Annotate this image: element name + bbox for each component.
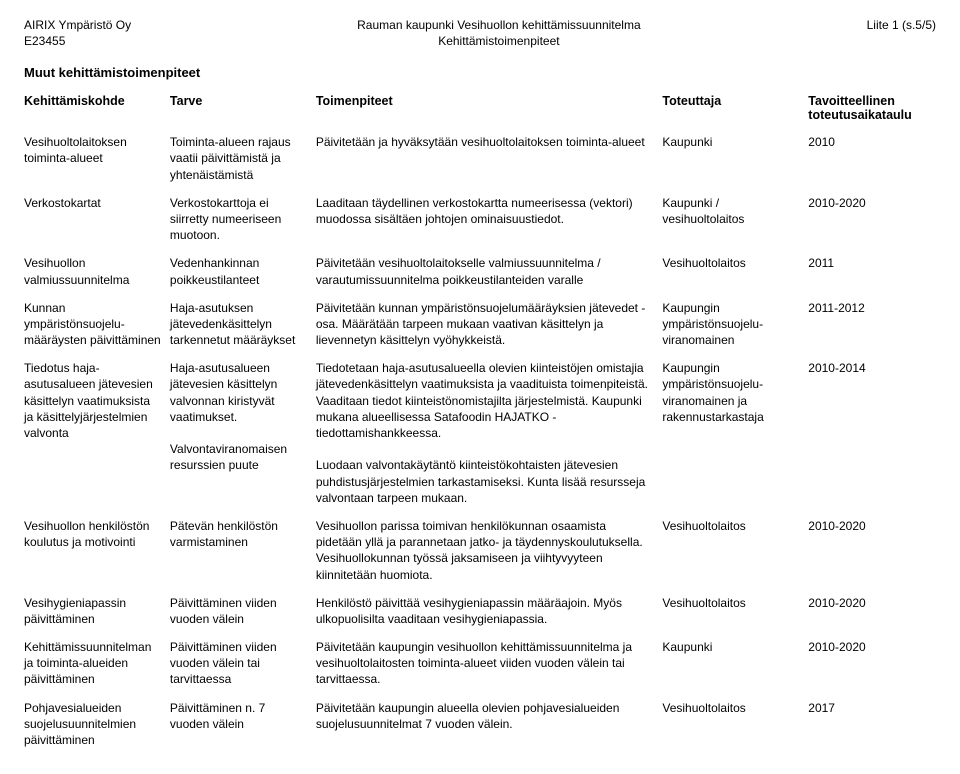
- section-title: Muut kehittämistoimenpiteet: [24, 65, 936, 80]
- org-name: AIRIX Ympäristö Oy: [24, 18, 131, 34]
- cell-kohde: Vesihuoltolaitoksen toiminta-alueet: [24, 130, 170, 191]
- table-row: Vesihygieniapassin päivittäminenPäivittä…: [24, 591, 936, 635]
- table-row: Kunnan ympäristönsuojelu­määräysten päiv…: [24, 296, 936, 357]
- header-left: AIRIX Ympäristö Oy E23455: [24, 18, 131, 49]
- table-body: Vesihuoltolaitoksen toiminta-alueetToimi…: [24, 130, 936, 756]
- cell-aikataulu: 2010-2014: [808, 356, 936, 514]
- col-toteuttaja: Toteuttaja: [662, 90, 808, 130]
- cell-toteuttaja: Kaupungin ympäristönsuojelu­viranomainen…: [662, 356, 808, 514]
- cell-aikataulu: 2017: [808, 696, 936, 757]
- cell-toteuttaja: Vesihuoltolaitos: [662, 514, 808, 591]
- cell-aikataulu: 2010-2020: [808, 635, 936, 696]
- page-header: AIRIX Ympäristö Oy E23455 Rauman kaupunk…: [24, 18, 936, 49]
- cell-tarve: Haja-asutuksen jätevedenkäsittelyn tarke…: [170, 296, 316, 357]
- cell-tarve: Päivittäminen n. 7 vuoden välein: [170, 696, 316, 757]
- cell-tarve: Päivittäminen viiden vuoden välein: [170, 591, 316, 635]
- header-center: Rauman kaupunki Vesihuollon kehittämissu…: [357, 18, 641, 49]
- cell-kohde: Vesihuollon henkilöstön koulutus ja moti…: [24, 514, 170, 591]
- cell-tarve: Verkostokarttoja ei siirretty numeerisee…: [170, 191, 316, 252]
- table-row: Tiedotus haja-asutusalueen jätevesien kä…: [24, 356, 936, 514]
- doc-ref: E23455: [24, 34, 131, 50]
- cell-toimenpiteet: Päivitetään kunnan ympäristönsuojelumäär…: [316, 296, 663, 357]
- cell-toteuttaja: Vesihuoltolaitos: [662, 591, 808, 635]
- col-aikataulu-l1: Tavoitteellinen: [808, 94, 928, 108]
- table-header-row: Kehittämiskohde Tarve Toimenpiteet Toteu…: [24, 90, 936, 130]
- table-row: Vesihuollon henkilöstön koulutus ja moti…: [24, 514, 936, 591]
- doc-subtitle: Kehittämistoimenpiteet: [357, 34, 641, 50]
- cell-tarve: Pätevän henkilöstön varmistaminen: [170, 514, 316, 591]
- cell-tarve: Haja-asutusalueen jätevesien käsittelyn …: [170, 356, 316, 514]
- cell-aikataulu: 2010-2020: [808, 591, 936, 635]
- cell-toimenpiteet: Päivitetään ja hyväksytään vesihuoltolai…: [316, 130, 663, 191]
- col-aikataulu: Tavoitteellinen toteutusaikataulu: [808, 90, 936, 130]
- cell-kohde: Kunnan ympäristönsuojelu­määräysten päiv…: [24, 296, 170, 357]
- cell-kohde: Kehittämis­suunnitelman ja toiminta-alue…: [24, 635, 170, 696]
- cell-toimenpiteet: Päivitetään kaupungin alueella olevien p…: [316, 696, 663, 757]
- cell-tarve: Päivittäminen viiden vuoden välein tai t…: [170, 635, 316, 696]
- cell-aikataulu: 2011-2012: [808, 296, 936, 357]
- cell-kohde: Vesihygieniapassin päivittäminen: [24, 591, 170, 635]
- col-toimenpiteet: Toimenpiteet: [316, 90, 663, 130]
- cell-toimenpiteet: Henkilöstö päivittää vesihygieniapassin …: [316, 591, 663, 635]
- cell-toteuttaja: Kaupunki: [662, 635, 808, 696]
- appendix-ref: Liite 1 (s.5/5): [867, 18, 936, 34]
- col-tarve: Tarve: [170, 90, 316, 130]
- cell-toteuttaja: Kaupunki / vesihuoltolaitos: [662, 191, 808, 252]
- cell-toteuttaja: Kaupunki: [662, 130, 808, 191]
- cell-toimenpiteet: Vesihuollon parissa toimivan henkilökunn…: [316, 514, 663, 591]
- doc-title: Rauman kaupunki Vesihuollon kehittämissu…: [357, 18, 641, 34]
- table-row: Kehittämis­suunnitelman ja toiminta-alue…: [24, 635, 936, 696]
- cell-kohde: Vesihuollon valmiussuunnitelma: [24, 251, 170, 295]
- cell-toimenpiteet: Laaditaan täydellinen verkostokartta num…: [316, 191, 663, 252]
- table-row: Vesihuoltolaitoksen toiminta-alueetToimi…: [24, 130, 936, 191]
- col-aikataulu-l2: toteutusaikataulu: [808, 108, 928, 122]
- cell-aikataulu: 2011: [808, 251, 936, 295]
- cell-aikataulu: 2010: [808, 130, 936, 191]
- header-right: Liite 1 (s.5/5): [867, 18, 936, 49]
- col-kohde: Kehittämiskohde: [24, 90, 170, 130]
- table-row: VerkostokartatVerkostokarttoja ei siirre…: [24, 191, 936, 252]
- cell-kohde: Verkostokartat: [24, 191, 170, 252]
- cell-aikataulu: 2010-2020: [808, 191, 936, 252]
- cell-toteuttaja: Kaupungin ympäristönsuojelu­viranomainen: [662, 296, 808, 357]
- cell-kohde: Pohjavesialueiden suojelusuunnitelmien p…: [24, 696, 170, 757]
- table-row: Pohjavesialueiden suojelusuunnitelmien p…: [24, 696, 936, 757]
- cell-toimenpiteet: Päivitetään vesihuoltolaitokselle valmiu…: [316, 251, 663, 295]
- cell-toimenpiteet: Päivitetään kaupungin vesihuollon kehitt…: [316, 635, 663, 696]
- cell-toimenpiteet: Tiedotetaan haja-asutusalueella olevien …: [316, 356, 663, 514]
- measures-table: Kehittämiskohde Tarve Toimenpiteet Toteu…: [24, 90, 936, 756]
- table-row: Vesihuollon valmiussuunnitelmaVedenhanki…: [24, 251, 936, 295]
- cell-aikataulu: 2010-2020: [808, 514, 936, 591]
- cell-toteuttaja: Vesihuoltolaitos: [662, 251, 808, 295]
- cell-tarve: Vedenhankinnan poikkeustilanteet: [170, 251, 316, 295]
- cell-kohde: Tiedotus haja-asutusalueen jätevesien kä…: [24, 356, 170, 514]
- cell-toteuttaja: Vesihuoltolaitos: [662, 696, 808, 757]
- cell-tarve: Toiminta-alueen rajaus vaatii päivittämi…: [170, 130, 316, 191]
